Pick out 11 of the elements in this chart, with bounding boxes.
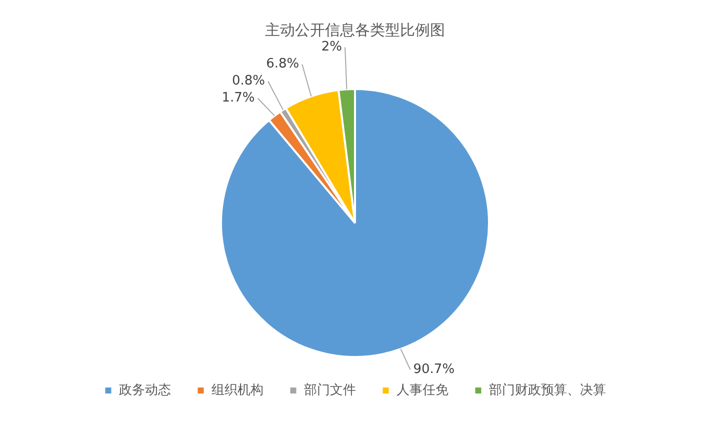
legend-label: 组织机构 <box>211 382 264 398</box>
data-label: 0.8% <box>232 74 266 89</box>
legend-label: 部门文件 <box>304 382 356 398</box>
legend-label: 政务动态 <box>118 382 171 398</box>
data-label: 1.7% <box>222 90 255 106</box>
data-label: 6.8% <box>266 56 300 72</box>
legend-label: 人事任免 <box>396 382 448 398</box>
chart-title: 主动公开信息各类型比例图 <box>265 20 445 39</box>
data-label: 90.7% <box>413 362 455 378</box>
legend-label: 部门财政预算、决算 <box>488 382 606 398</box>
data-label: 2% <box>321 40 342 55</box>
